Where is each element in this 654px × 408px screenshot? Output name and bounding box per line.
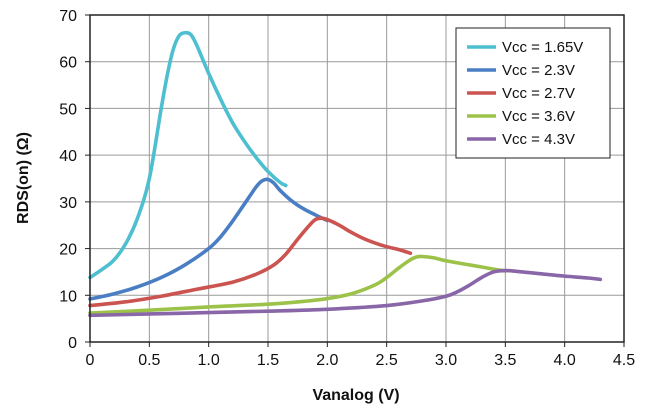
x-tick-label: 0 bbox=[86, 352, 95, 369]
series-line-vcc-2-7v bbox=[88, 216, 413, 308]
y-tick-label: 30 bbox=[59, 195, 77, 212]
x-tick-label: 0.5 bbox=[138, 352, 160, 369]
x-tick-label: 4.5 bbox=[613, 352, 635, 369]
x-tick-label: 2.0 bbox=[316, 352, 338, 369]
legend: Vcc = 1.65V Vcc = 2.3V Vcc = 2.7V Vcc = 3.6… bbox=[455, 27, 611, 159]
y-tick-label: 20 bbox=[59, 242, 77, 259]
x-axis-ticks: 0 0.5 1.0 1.5 2.0 2.5 3.0 3.5 4.0 4.5 bbox=[86, 342, 635, 369]
x-axis-title: Vanalog (V) bbox=[312, 387, 399, 404]
x-tick-label: 2.5 bbox=[376, 352, 398, 369]
y-tick-label: 40 bbox=[59, 148, 77, 165]
plot-frame bbox=[89, 14, 625, 343]
y-tick-label: 50 bbox=[59, 101, 77, 118]
legend-label-vcc-4-3v: Vcc = 4.3V bbox=[502, 131, 575, 148]
series-line-vcc-4-3v bbox=[88, 268, 603, 318]
y-axis-title: RDS(on) (Ω) bbox=[15, 132, 32, 224]
x-tick-label: 4.0 bbox=[554, 352, 576, 369]
y-tick-label: 60 bbox=[59, 55, 77, 72]
legend-label-vcc-3-6v: Vcc = 3.6V bbox=[502, 108, 575, 125]
series-line-vcc-2-3v bbox=[88, 177, 330, 301]
series-line-vcc-1-65v bbox=[88, 30, 288, 280]
x-tick-label: 3.0 bbox=[435, 352, 457, 369]
y-tick-label: 70 bbox=[59, 8, 77, 25]
y-tick-label: 10 bbox=[59, 288, 77, 305]
x-tick-label: 3.5 bbox=[494, 352, 516, 369]
series-layer bbox=[88, 30, 603, 318]
legend-label-vcc-2-3v: Vcc = 2.3V bbox=[502, 62, 575, 79]
series-line-vcc-3-6v bbox=[88, 254, 508, 315]
y-axis-ticks: 0 10 20 30 40 50 60 70 bbox=[59, 8, 90, 352]
legend-label-vcc-1-65v: Vcc = 1.65V bbox=[502, 39, 583, 56]
x-tick-label: 1.5 bbox=[257, 352, 279, 369]
legend-label-vcc-2-7v: Vcc = 2.7V bbox=[502, 85, 575, 102]
y-tick-label: 0 bbox=[68, 335, 77, 352]
x-tick-label: 1.0 bbox=[198, 352, 220, 369]
